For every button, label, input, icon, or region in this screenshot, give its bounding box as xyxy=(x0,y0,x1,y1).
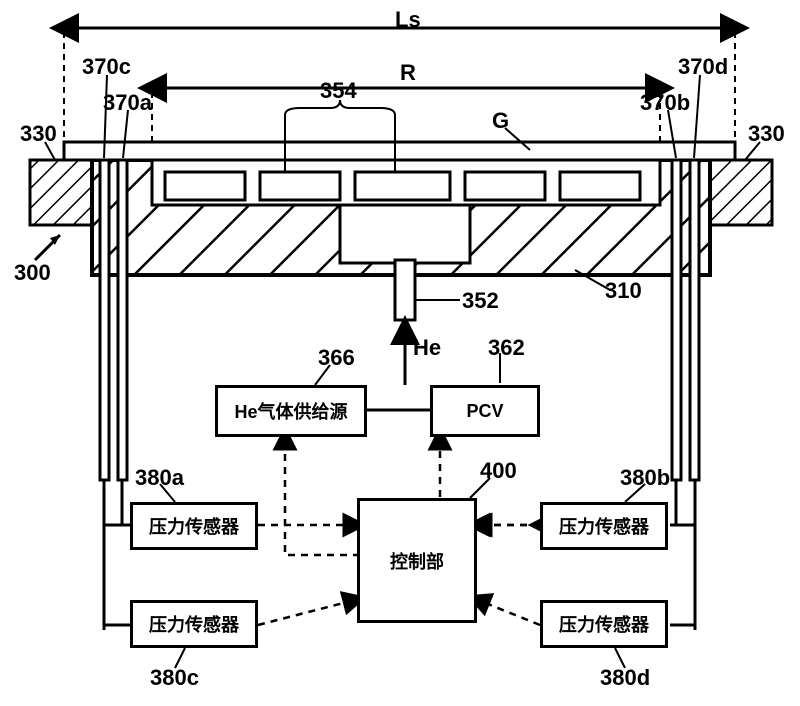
box-pcv: PCV xyxy=(430,385,540,437)
label-330r: 330 xyxy=(748,121,785,147)
label-g: G xyxy=(492,108,509,134)
box-sensor-380c: 压力传感器 xyxy=(130,600,258,648)
box-controller: 控制部 xyxy=(357,498,477,623)
label-370d: 370d xyxy=(678,54,728,80)
block-330-left xyxy=(30,160,92,225)
label-362: 362 xyxy=(488,335,525,361)
box-sensor-380d: 压力传感器 xyxy=(540,600,668,648)
label-400: 400 xyxy=(480,458,517,484)
label-380b: 380b xyxy=(620,465,670,491)
label-380d: 380d xyxy=(600,665,650,691)
label-310: 310 xyxy=(605,278,642,304)
label-354: 354 xyxy=(320,78,357,104)
label-300: 300 xyxy=(14,260,51,286)
box-he-supply: He气体供给源 xyxy=(215,385,367,437)
block-330-right xyxy=(710,160,772,225)
label-380c: 380c xyxy=(150,665,199,691)
label-370b: 370b xyxy=(640,90,690,116)
label-370c: 370c xyxy=(82,54,131,80)
diagram-stage: Ls R G He 300 310 330 330 352 354 362 36… xyxy=(0,0,800,706)
top-plate-g xyxy=(64,142,735,160)
label-330l: 330 xyxy=(20,121,57,147)
box-sensor-380a: 压力传感器 xyxy=(130,502,258,550)
label-r: R xyxy=(400,60,416,86)
label-he: He xyxy=(413,335,441,361)
box-sensor-380b: 压力传感器 xyxy=(540,502,668,550)
label-370a: 370a xyxy=(103,90,152,116)
label-380a: 380a xyxy=(135,465,184,491)
label-352: 352 xyxy=(462,288,499,314)
label-ls: Ls xyxy=(395,7,421,33)
label-366: 366 xyxy=(318,345,355,371)
